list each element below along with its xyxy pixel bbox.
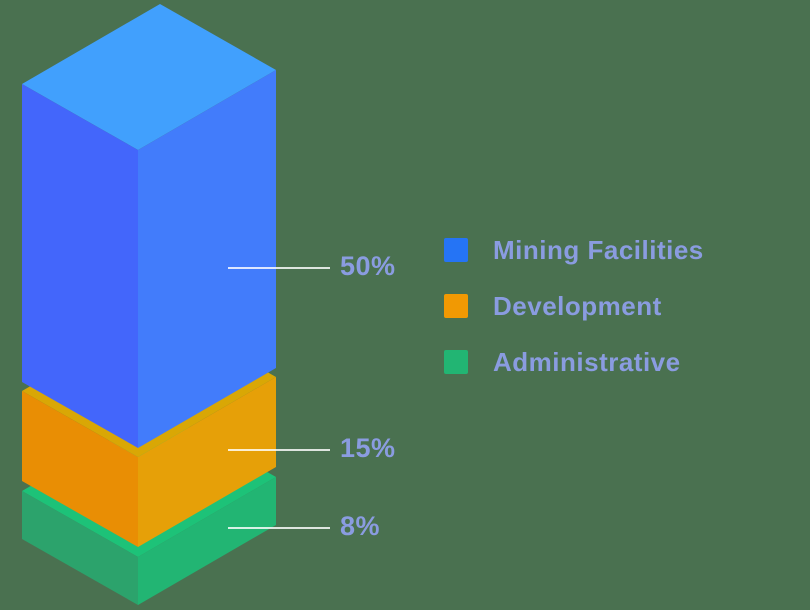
value-label-mining-facilities: 50% [340,251,396,281]
legend-swatch-mining-facilities [444,238,468,262]
administrative-left-face [22,491,138,605]
mining-facilities-top-face [22,4,276,150]
legend-item-administrative[interactable]: Administrative [444,347,704,377]
mining-facilities-left-face [22,84,138,448]
legend-label-mining-facilities: Mining Facilities [493,234,704,265]
value-label-development: 15% [340,433,396,463]
administrative-right-face [138,477,276,605]
bar-segment-mining-facilities[interactable] [22,4,276,448]
legend-label-development: Development [493,290,662,321]
value-label-administrative: 8% [340,511,381,541]
legend: Mining Facilities Development Administra… [444,235,704,406]
mining-facilities-right-face [138,70,276,448]
leader-line-administrative [228,527,330,529]
development-left-face [22,391,138,547]
legend-swatch-administrative [444,350,468,374]
development-right-face [138,377,276,547]
legend-swatch-development [444,294,468,318]
legend-item-development[interactable]: Development [444,291,704,321]
leader-line-mining-facilities [228,267,330,269]
leader-line-development [228,449,330,451]
legend-item-mining-facilities[interactable]: Mining Facilities [444,235,704,265]
legend-label-administrative: Administrative [493,346,681,377]
